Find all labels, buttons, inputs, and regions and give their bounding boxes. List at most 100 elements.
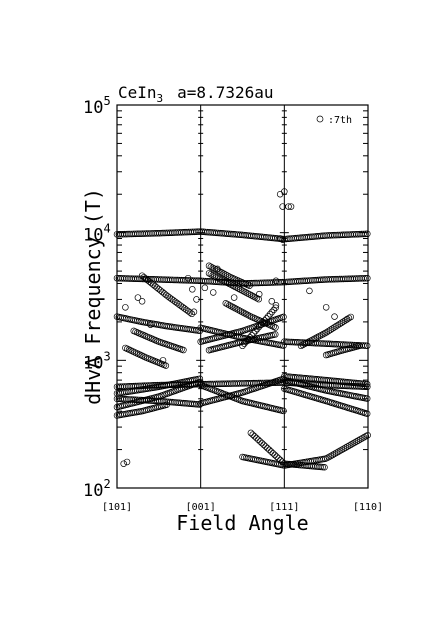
data-point-1312	[334, 321, 342, 329]
data-point-1207	[253, 325, 261, 333]
x-tick-label-1: [001]	[186, 502, 216, 513]
data-point-1391	[159, 357, 167, 364]
data-point-891	[275, 455, 282, 462]
data-point-874	[362, 433, 370, 440]
data-point-1173	[226, 301, 233, 309]
data-point-1371	[209, 289, 217, 296]
data-point-1292	[297, 342, 305, 350]
data-point-975	[160, 290, 168, 297]
data-point-1180	[239, 308, 246, 316]
data-point-1232	[231, 283, 239, 290]
data-point-869	[353, 438, 360, 445]
data-point-860	[336, 447, 344, 455]
data-point-1297	[307, 337, 314, 345]
data-point-1202	[244, 336, 252, 343]
data-point-1390	[343, 315, 351, 323]
data-point-870	[355, 437, 362, 444]
data-point-855	[327, 452, 335, 460]
data-point-1018	[180, 346, 187, 354]
data-point-1376	[279, 236, 286, 244]
y-axis-label: dHvA Frequency (T)	[81, 188, 105, 405]
plot-frame	[116, 104, 369, 489]
data-point-1243	[251, 293, 259, 301]
data-point-879	[253, 434, 260, 442]
data-point-877	[249, 431, 256, 438]
data-point-1181	[240, 309, 248, 317]
data-point-1179	[237, 307, 244, 315]
data-point-972	[155, 285, 162, 293]
data-point-1241	[248, 292, 255, 299]
data-point-1234	[235, 285, 242, 292]
data-point-1176	[231, 304, 239, 312]
data-point-1175	[229, 303, 237, 311]
data-point-1385	[190, 308, 198, 316]
data-point-1178	[235, 306, 242, 314]
data-point-1182	[242, 310, 250, 318]
data-point-1374	[255, 290, 263, 298]
data-point-876	[247, 429, 255, 437]
data-point-1211	[261, 317, 268, 324]
data-point-1228	[224, 279, 231, 287]
data-point-1387	[268, 298, 276, 305]
data-point-1301	[314, 333, 321, 341]
data-point-1366	[138, 298, 146, 305]
data-point-883	[260, 441, 268, 449]
data-point-1177	[233, 305, 241, 313]
data-point-1291	[363, 342, 371, 349]
axis-ticks	[117, 104, 368, 489]
y-tick-base: 10	[83, 481, 103, 501]
data-point-858	[333, 449, 340, 457]
data-point-878	[251, 433, 258, 440]
data-point-1377	[272, 277, 280, 285]
x-tick-labels: [101] [001] [111] [110]	[102, 502, 383, 513]
data-point-881	[256, 438, 264, 445]
data-point-989	[186, 309, 194, 316]
data-point-916	[321, 464, 328, 471]
data-point-1296	[305, 338, 312, 346]
data-point-1170	[272, 331, 279, 338]
data-point-1238	[242, 289, 250, 296]
data-point-1338	[356, 342, 363, 350]
data-point-1213	[265, 313, 272, 320]
data-point-1041	[162, 362, 170, 369]
data-point-134	[360, 230, 367, 238]
data-point-1302	[316, 332, 323, 340]
data-point-861	[338, 446, 346, 453]
data-point-887	[267, 448, 275, 455]
data-point-1319	[347, 313, 355, 321]
data-point-1298	[308, 336, 316, 344]
data-point-1220	[209, 272, 216, 279]
data-point-1384	[322, 304, 330, 311]
data-point-1233	[233, 284, 240, 291]
data-point-1231	[229, 282, 237, 289]
data-point-1339	[205, 262, 213, 270]
data-point-1347	[220, 270, 228, 277]
data-point-1210	[259, 319, 267, 326]
data-point-1386	[147, 321, 154, 329]
data-point-1236	[238, 287, 246, 294]
data-point-866	[347, 441, 355, 448]
data-point-885	[264, 444, 271, 452]
data-point-1304	[319, 330, 327, 338]
data-point-1373	[230, 294, 238, 301]
data-point-890	[273, 453, 280, 460]
data-point-1209	[257, 321, 265, 329]
data-point-862	[340, 445, 347, 452]
data-point-1239	[244, 290, 251, 297]
data-point-1311	[332, 323, 340, 330]
data-point-1383	[306, 287, 313, 295]
data-point-1229	[226, 280, 233, 288]
legend-label: :7th	[328, 115, 352, 126]
data-point-1227	[222, 278, 229, 286]
x-tick-label-0: [101]	[102, 502, 132, 513]
data-point-884	[262, 443, 269, 450]
data-point-1215	[268, 308, 276, 316]
data-point-1316	[341, 317, 349, 324]
chart-title: CeIn3 a=8.7326au	[118, 83, 273, 105]
data-point-1221	[211, 272, 218, 280]
data-point-864	[344, 443, 351, 450]
title-compound: CeIn	[118, 83, 157, 102]
data-points	[113, 188, 371, 471]
y-tick-label-2: 104	[83, 222, 111, 246]
data-point-1346	[218, 269, 226, 276]
